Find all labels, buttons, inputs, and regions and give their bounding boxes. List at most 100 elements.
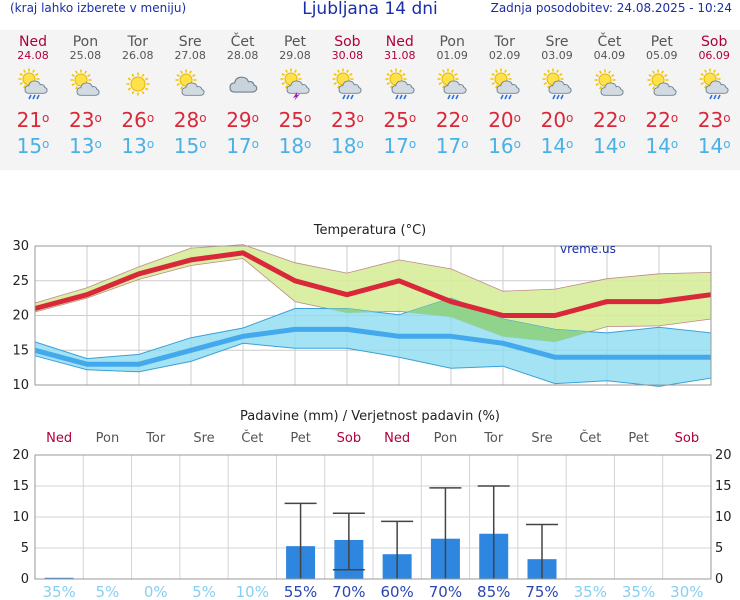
last-update: Zadnja posodobitev: 24.08.2025 - 10:24 bbox=[490, 1, 732, 15]
day-name: Pet bbox=[283, 34, 307, 50]
degree-sign: o bbox=[618, 111, 626, 125]
day-name: Sob bbox=[701, 34, 728, 50]
min-temp-value: 14 bbox=[645, 134, 671, 158]
y-tick-label-left: 0 bbox=[21, 572, 29, 587]
temperature-plot-frame bbox=[34, 245, 712, 386]
day-column: Tor 26.08 26o 13o bbox=[112, 30, 164, 158]
sun-cloud-icon bbox=[594, 69, 624, 96]
min-temp-value: 15 bbox=[16, 134, 43, 158]
day-name: Tor bbox=[127, 34, 149, 50]
min-temp: 14o bbox=[688, 134, 740, 158]
max-temp: 28o bbox=[164, 108, 216, 132]
sun-cloud-icon bbox=[647, 69, 677, 96]
day-date: 02.09 bbox=[488, 49, 521, 62]
max-temp-value: 28 bbox=[173, 108, 200, 132]
min-temp: 15o bbox=[164, 134, 216, 158]
category-label: Sob bbox=[675, 431, 699, 446]
day-date: 30.08 bbox=[331, 49, 364, 62]
day-name: Čet bbox=[597, 34, 622, 50]
min-temp-value: 14 bbox=[540, 134, 567, 158]
degree-sign: o bbox=[408, 137, 417, 151]
y-tick-label-left: 20 bbox=[12, 448, 29, 463]
y-tick-label: 25 bbox=[12, 274, 29, 289]
min-temp-value: 18 bbox=[330, 134, 357, 158]
min-temp: 14o bbox=[583, 134, 635, 158]
sun-cloud-icon bbox=[175, 69, 205, 96]
max-temp: 20o bbox=[531, 108, 583, 132]
degree-sign: o bbox=[199, 137, 207, 151]
min-temp-value: 15 bbox=[173, 134, 200, 158]
max-temp: 23o bbox=[688, 108, 740, 132]
max-temp-value: 22 bbox=[592, 108, 619, 132]
day-name: Pon bbox=[72, 34, 99, 50]
day-name: Ned bbox=[385, 34, 414, 50]
degree-sign: o bbox=[146, 137, 155, 151]
sun-cloud-rain-icon bbox=[542, 68, 572, 100]
category-label: Čet bbox=[241, 430, 263, 446]
max-temp-value: 23 bbox=[330, 108, 357, 132]
day-date: 27.08 bbox=[174, 49, 206, 62]
max-temp-value: 23 bbox=[697, 108, 724, 132]
max-temp: 23o bbox=[59, 108, 111, 132]
min-temp: 17o bbox=[426, 134, 478, 158]
y-tick-label-right: 10 bbox=[715, 510, 732, 525]
sun-cloud-rain-icon bbox=[490, 68, 520, 100]
degree-sign: o bbox=[356, 111, 364, 125]
day-column: Pet 29.08 25o 18o bbox=[269, 30, 321, 158]
sun-cloud-rain-icon bbox=[332, 68, 362, 100]
watermark: vreme.us bbox=[560, 242, 616, 256]
day-column: Sre 27.08 28o 15o bbox=[164, 30, 216, 158]
y-tick-label-left: 15 bbox=[12, 479, 29, 494]
probability-label: 35% bbox=[622, 583, 655, 600]
degree-sign: o bbox=[461, 111, 469, 125]
day-name: Tor bbox=[494, 34, 515, 50]
category-label: Pon bbox=[434, 431, 458, 446]
degree-sign: o bbox=[42, 111, 50, 125]
max-temp-value: 29 bbox=[226, 108, 252, 132]
probability-label: 55% bbox=[284, 583, 317, 600]
sun-cloud-rain-icon bbox=[437, 68, 467, 100]
degree-sign: o bbox=[513, 111, 521, 125]
max-temp-value: 21 bbox=[16, 108, 43, 132]
degree-sign: o bbox=[146, 111, 155, 125]
y-tick-label-right: 15 bbox=[715, 479, 732, 494]
degree-sign: o bbox=[723, 137, 731, 151]
probability-label: 30% bbox=[670, 583, 703, 600]
min-temp: 14o bbox=[636, 134, 688, 158]
day-date: 25.08 bbox=[69, 49, 102, 62]
day-column: Tor 02.09 20o 16o bbox=[479, 30, 531, 158]
degree-sign: o bbox=[251, 111, 259, 125]
min-temp-value: 18 bbox=[278, 134, 305, 158]
max-temp: 22o bbox=[583, 108, 635, 132]
daily-forecast-strip: Ned 24.08 21o 15o Pon 25.08 23o 13o Tor 26.08 26o 1… bbox=[0, 30, 740, 170]
day-name: Čet bbox=[230, 34, 255, 50]
header-note: (kraj lahko izberete v meniju) bbox=[10, 1, 187, 15]
day-date: 26.08 bbox=[122, 49, 154, 62]
degree-sign: o bbox=[304, 137, 312, 151]
max-temp-value: 23 bbox=[68, 108, 95, 132]
max-temp: 22o bbox=[636, 108, 688, 132]
min-temp: 15o bbox=[7, 134, 59, 158]
sun-cloud-rain-icon bbox=[699, 68, 729, 100]
max-temp-value: 20 bbox=[488, 108, 514, 132]
degree-sign: o bbox=[94, 137, 102, 151]
precipitation-chart: Padavine (mm) / Verjetnost padavin (%) Ne… bbox=[12, 409, 732, 600]
day-column: Ned 31.08 25o 17o bbox=[374, 30, 426, 158]
min-temp-value: 13 bbox=[121, 134, 147, 158]
sun-cloud-rain-icon bbox=[385, 68, 415, 100]
category-label: Ned bbox=[46, 431, 72, 446]
max-temp: 22o bbox=[426, 108, 478, 132]
min-temp: 14o bbox=[531, 134, 583, 158]
category-label: Pon bbox=[96, 431, 120, 446]
y-tick-label-right: 5 bbox=[715, 541, 723, 556]
max-temp: 29o bbox=[217, 108, 269, 132]
day-date: 03.09 bbox=[541, 49, 573, 62]
y-tick-label: 10 bbox=[12, 378, 29, 393]
max-temp-value: 25 bbox=[278, 108, 305, 132]
day-column: Sob 30.08 23o 18o bbox=[321, 30, 373, 158]
degree-sign: o bbox=[513, 137, 521, 151]
probability-label: 35% bbox=[574, 583, 607, 600]
day-date: 01.09 bbox=[436, 49, 468, 62]
degree-sign: o bbox=[723, 111, 731, 125]
sun-cloud-rain-icon bbox=[18, 68, 48, 100]
